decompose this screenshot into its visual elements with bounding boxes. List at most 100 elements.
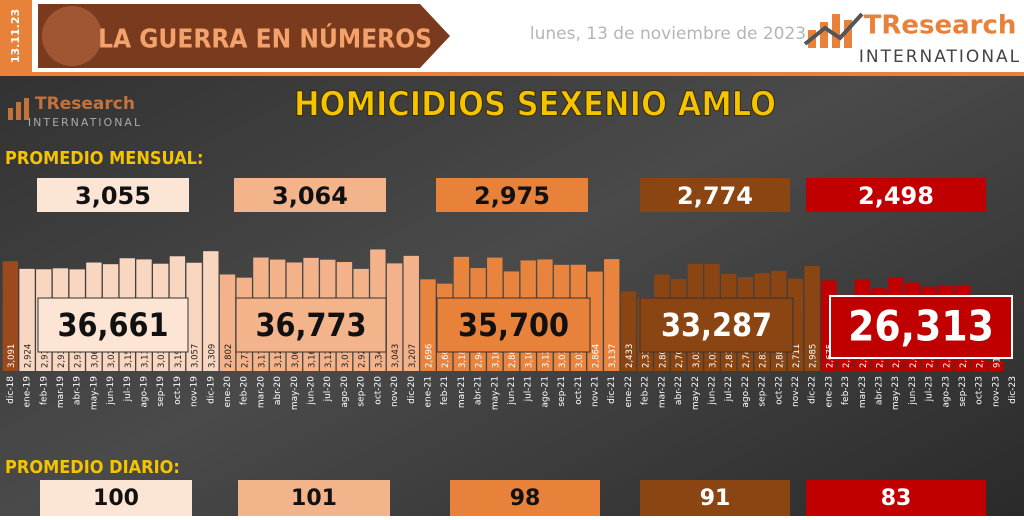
banner-icon: [42, 6, 102, 66]
value-label: 3,163: [308, 344, 318, 368]
value-label: 2,818: [725, 344, 735, 368]
daily-box: [806, 480, 986, 516]
total: 35,700: [458, 306, 569, 344]
value-label: 2,696: [424, 344, 434, 368]
x-tick-label: feb-22: [641, 376, 651, 405]
x-tick-label: ago-20: [340, 376, 350, 408]
date-stamp: 13.11.23: [9, 9, 22, 63]
value-label: 3,036: [157, 344, 167, 368]
x-tick-label: sep-23: [958, 376, 968, 407]
value-label: 3,043: [391, 344, 401, 368]
total-box: [639, 297, 794, 353]
x-tick-label: dic-22: [808, 376, 818, 404]
value-label: 3,198: [174, 344, 184, 368]
value-label: 2,985: [809, 344, 819, 368]
x-tick-label: may-22: [691, 376, 701, 410]
x-tick-label: dic-18: [6, 376, 16, 404]
x-tick-label: sep-20: [357, 376, 367, 407]
value-label: 3,207: [408, 344, 418, 368]
x-tick-label: nov-20: [390, 376, 400, 407]
banner-title: LA GUERRA EN NÚMEROS: [98, 23, 432, 55]
bar: [804, 266, 820, 371]
bar: [19, 268, 35, 371]
x-tick-label: ago-19: [139, 376, 149, 408]
daily-avg: 101: [291, 486, 337, 511]
value-label: 2,703: [675, 344, 685, 368]
x-tick-label: ene-21: [423, 376, 433, 407]
value-label: 3,032: [708, 344, 718, 368]
x-tick-label: nov-22: [791, 376, 801, 407]
monthly-box: [37, 178, 189, 212]
x-tick-label: oct-22: [774, 376, 784, 405]
monthly-avg: 2,498: [858, 182, 934, 210]
x-tick-label: may-20: [290, 376, 300, 410]
value-label: 3,347: [374, 344, 384, 368]
x-tick-label: jun-20: [307, 376, 317, 406]
date-stamp-box: [0, 0, 32, 72]
x-tick-label: jun-23: [908, 376, 918, 406]
brand-sub: INTERNATIONAL: [859, 47, 1021, 67]
x-tick-label: mar-19: [56, 376, 66, 408]
x-tick-label: abr-22: [674, 376, 684, 405]
value-label: 3,171: [257, 344, 267, 368]
x-tick-label: jun-22: [707, 376, 717, 406]
x-tick-label: feb-23: [841, 376, 851, 405]
x-tick-label: dic-21: [607, 376, 617, 404]
value-label: 3,014: [575, 344, 585, 368]
x-tick-label: jul-20: [323, 376, 333, 403]
bar: [203, 251, 219, 371]
x-tick-label: jul-23: [925, 376, 935, 402]
daily-avg: 98: [510, 486, 541, 511]
value-label: 3,155: [124, 344, 134, 368]
value-label: 3,091: [7, 344, 17, 368]
value-label: 3,137: [608, 344, 618, 368]
summary: 3,055 36,661 100 3,064 36,773 101 2,975 35,700 9…: [37, 178, 1013, 516]
monthly-box: [806, 178, 986, 212]
bar: [420, 279, 436, 371]
chart-title: HOMICIDIOS SEXENIO AMLO: [294, 85, 776, 125]
daily-label: PROMEDIO DIARIO:: [5, 457, 180, 478]
x-tick-label: feb-21: [440, 376, 450, 405]
value-label: 3,062: [90, 344, 100, 368]
total-box: [37, 297, 189, 353]
x-tick-label: abr-20: [273, 376, 283, 405]
x-tick-label: nov-19: [190, 376, 200, 407]
total: 36,773: [255, 306, 366, 344]
daily-box: [450, 480, 600, 516]
x-tick-label: abr-23: [875, 376, 885, 405]
x-tick-label: feb-20: [240, 376, 250, 405]
bar: [2, 261, 19, 371]
x-tick-label: jul-21: [524, 376, 534, 402]
daily-box: [640, 480, 790, 516]
small-logo: [8, 98, 29, 120]
x-tick-label: mar-22: [657, 376, 667, 408]
x-tick-label: may-21: [490, 376, 500, 410]
header-rule: [0, 72, 1024, 76]
brand: TResearch: [864, 11, 1017, 41]
bar: [186, 262, 202, 371]
value-label: 3,026: [107, 344, 117, 368]
x-tick-label: jul-19: [123, 376, 133, 403]
x-tick-label: abr-19: [73, 376, 83, 405]
value-label: 2,913: [74, 344, 84, 368]
x-tick-label: jul-22: [724, 376, 734, 402]
total-box: [235, 297, 387, 353]
x-tick-label: oct-23: [975, 376, 985, 405]
x-tick-label: ene-19: [23, 376, 33, 408]
x-tick-label: sep-22: [758, 376, 768, 407]
x-tick-label: abr-21: [474, 376, 484, 405]
value-label: 2,711: [792, 344, 802, 368]
monthly-avg: 3,055: [75, 182, 151, 210]
x-tick-label: ene-20: [223, 376, 233, 408]
value-label: 2,915: [40, 344, 50, 368]
value-label: 2,433: [625, 344, 635, 368]
daily-avg: 91: [700, 486, 731, 511]
bar: [620, 291, 637, 371]
value-label: 3,073: [341, 344, 351, 368]
value-label: 3,123: [324, 344, 334, 368]
x-tick-label: oct-21: [574, 376, 584, 405]
value-label: 3,129: [541, 344, 551, 368]
x-tick-label: may-23: [891, 376, 901, 410]
bar: [219, 274, 236, 371]
value-label: 3,057: [191, 344, 201, 368]
